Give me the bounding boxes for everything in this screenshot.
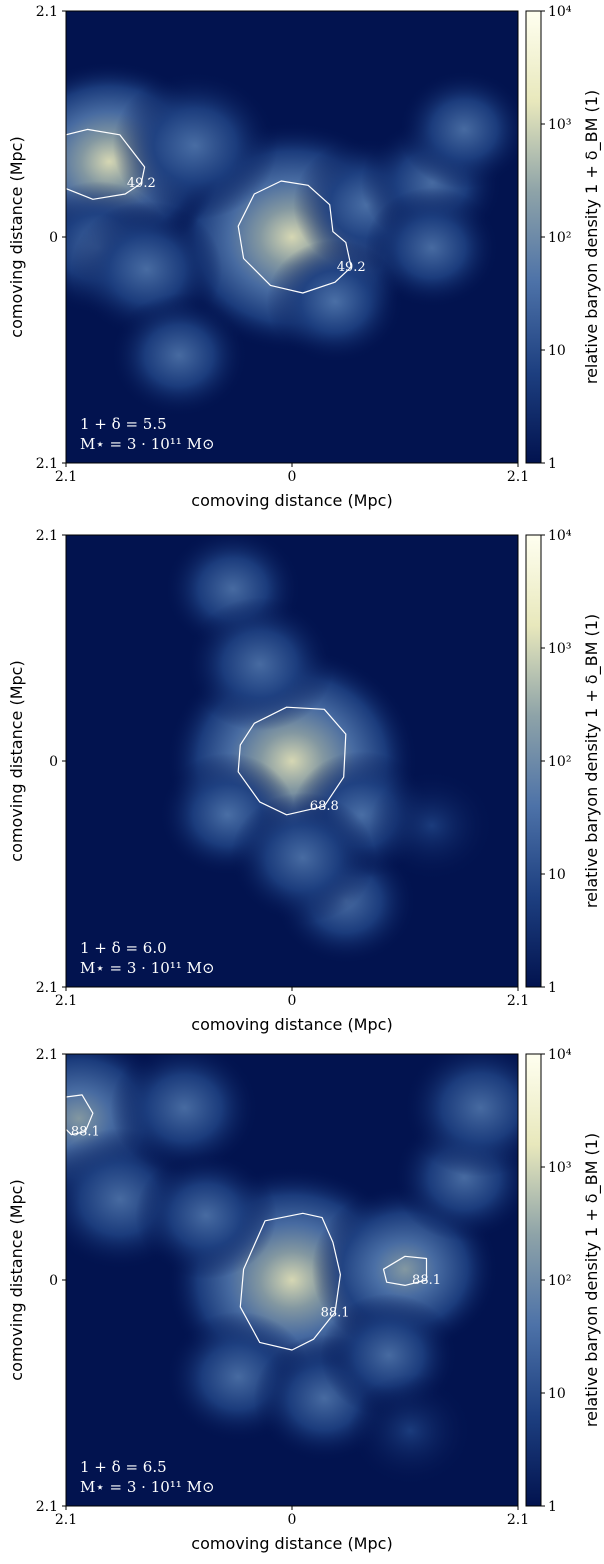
colorbar-tick-label: 10: [548, 1386, 566, 1402]
y-tick-label: 2.1: [36, 4, 58, 20]
y-tick-label: 0: [49, 754, 58, 770]
density-field: 68.8: [158, 535, 495, 965]
density-blob: [110, 1054, 259, 1175]
panel-middle: 68.81 + δ = 6.0M⋆ = 3 · 10¹¹ M⊙2.1 0 2.12.…: [7, 528, 602, 1034]
annotation-text: M⋆ = 3 · 10¹¹ M⊙: [80, 435, 215, 453]
contour-label: 88.1: [412, 1273, 441, 1288]
y-tick-label: 2.1: [36, 456, 58, 472]
contour-label: 88.1: [321, 1305, 350, 1320]
contour-line: [382, 1255, 428, 1287]
x-tick-label: 2.1: [55, 993, 77, 1009]
colorbar-tick-label: 10: [548, 867, 566, 883]
y-tick-label: 2.1: [36, 528, 58, 544]
density-blob: [185, 597, 334, 731]
x-axis-label: comoving distance (Mpc): [191, 491, 392, 510]
contour-label: 49.2: [127, 176, 156, 191]
contour-label: 68.8: [310, 799, 339, 814]
colorbar-tick-label: 10³: [548, 117, 571, 133]
density-blob: [364, 187, 499, 308]
y-tick-label: 2.1: [36, 980, 58, 996]
y-tick-label: 2.1: [36, 1499, 58, 1515]
x-axis-label: comoving distance (Mpc): [191, 1534, 392, 1553]
y-tick-label: 2.1: [36, 1047, 58, 1063]
contour-line: [237, 706, 347, 816]
colorbar-tick-label: 10³: [548, 1160, 571, 1176]
y-axis-label: comoving distance (Mpc): [7, 136, 26, 337]
x-tick-label: 2.1: [55, 469, 77, 485]
colorbar-tick-label: 10²: [548, 754, 571, 770]
colorbar-tick-label: 10²: [548, 1273, 571, 1289]
density-blob: [135, 1151, 277, 1279]
panel-top: 49.249.21 + δ = 5.5M⋆ = 3 · 10¹¹ M⊙2.1 0 2…: [7, 4, 602, 510]
x-tick-label: 0: [288, 993, 297, 1009]
contour-label: 88.1: [71, 1124, 100, 1139]
y-tick-label: 0: [49, 230, 58, 246]
colorbar-label: relative baryon density 1 + δ_BM (1): [582, 614, 602, 908]
contour-line: [239, 1212, 341, 1351]
density-blob: [398, 70, 518, 189]
density-field: 49.2 49.2: [66, 61, 518, 417]
density-blob: [369, 769, 495, 882]
density-blob: [403, 1054, 518, 1177]
y-axis-label: comoving distance (Mpc): [7, 660, 26, 861]
density-blob: [348, 1374, 473, 1487]
y-tick-label: 0: [49, 1273, 58, 1289]
colorbar-tick-label: 10²: [548, 230, 571, 246]
y-axis-label: comoving distance (Mpc): [7, 1179, 26, 1380]
annotation-text: 1 + δ = 6.0: [80, 939, 167, 957]
x-tick-label: 2.1: [507, 1512, 529, 1528]
contour-line: [66, 1094, 94, 1136]
density-blob: [112, 71, 278, 220]
density-blob: [266, 239, 404, 364]
x-tick-label: 0: [288, 1512, 297, 1528]
x-tick-label: 2.1: [55, 1512, 77, 1528]
colorbar-tick-label: 10⁴: [548, 528, 572, 544]
colorbar-tick-label: 1: [548, 980, 557, 996]
colorbar-tick-label: 1: [548, 456, 557, 472]
density-blob: [230, 792, 376, 924]
contour-line: [66, 128, 146, 200]
annotation-text: M⋆ = 3 · 10¹¹ M⊙: [80, 1478, 215, 1496]
colorbar-tick-label: 10⁴: [548, 1047, 572, 1063]
colorbar-tick-label: 1: [548, 1499, 557, 1515]
contour-line: [237, 180, 352, 294]
colorbar: [525, 1053, 542, 1507]
contour-label: 49.2: [337, 260, 366, 275]
colorbar: [525, 10, 542, 464]
colorbar-label: relative baryon density 1 + δ_BM (1): [582, 90, 602, 384]
density-field: 88.1 88.1 88.1: [66, 1054, 518, 1487]
colorbar-tick-label: 10³: [548, 641, 571, 657]
panel-bottom: 88.188.188.11 + δ = 6.5M⋆ = 3 · 10¹¹ M⊙2…: [7, 1047, 602, 1553]
x-tick-label: 2.1: [507, 993, 529, 1009]
x-tick-label: 2.1: [507, 469, 529, 485]
x-tick-label: 0: [288, 469, 297, 485]
colorbar-tick-label: 10: [548, 343, 566, 359]
annotation-text: 1 + δ = 6.5: [80, 1458, 167, 1476]
colorbar: [525, 534, 542, 988]
annotation-text: M⋆ = 3 · 10¹¹ M⊙: [80, 959, 215, 977]
density-blob: [110, 293, 248, 417]
colorbar-label: relative baryon density 1 + δ_BM (1): [582, 1133, 602, 1427]
annotation-text: 1 + δ = 5.5: [80, 415, 167, 433]
x-axis-label: comoving distance (Mpc): [191, 1015, 392, 1034]
colorbar-tick-label: 10⁴: [548, 4, 572, 20]
